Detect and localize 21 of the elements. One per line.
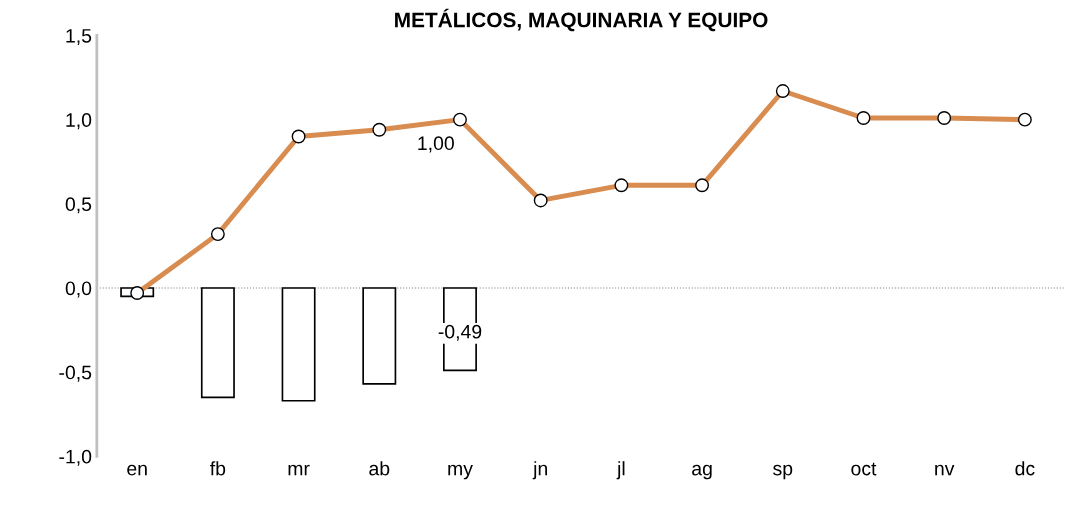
x-tick-label: mr [288, 464, 310, 476]
y-tick-label: 0,5 [65, 197, 92, 214]
y-tick-label: 1,0 [66, 113, 92, 130]
x-tick-label: fb [210, 461, 226, 476]
chart-title: METÁLICOS, MAQUINARIA Y EQUIPO [395, 8, 768, 32]
y-tick-label: 0,0 [65, 281, 92, 298]
x-tick-label: sp [773, 464, 793, 480]
x-tick-label: my [448, 464, 473, 480]
y-tick-label: -0,5 [59, 365, 92, 382]
x-tick-label: jn [532, 461, 547, 480]
x-tick-label: oct [851, 462, 877, 476]
x-tick-label: ag [692, 464, 712, 480]
data-label: 1,00 [418, 136, 454, 153]
data-label: -0,49 [438, 324, 482, 341]
x-tick-label: jl [616, 461, 625, 480]
x-tick-label: ab [369, 461, 390, 476]
x-tick-label: nv [935, 464, 955, 476]
y-tick-label: -1,0 [59, 449, 92, 466]
x-tick-label: dc [1015, 461, 1035, 476]
x-tick-label: en [127, 464, 147, 476]
y-tick-label: 1,5 [66, 29, 92, 46]
